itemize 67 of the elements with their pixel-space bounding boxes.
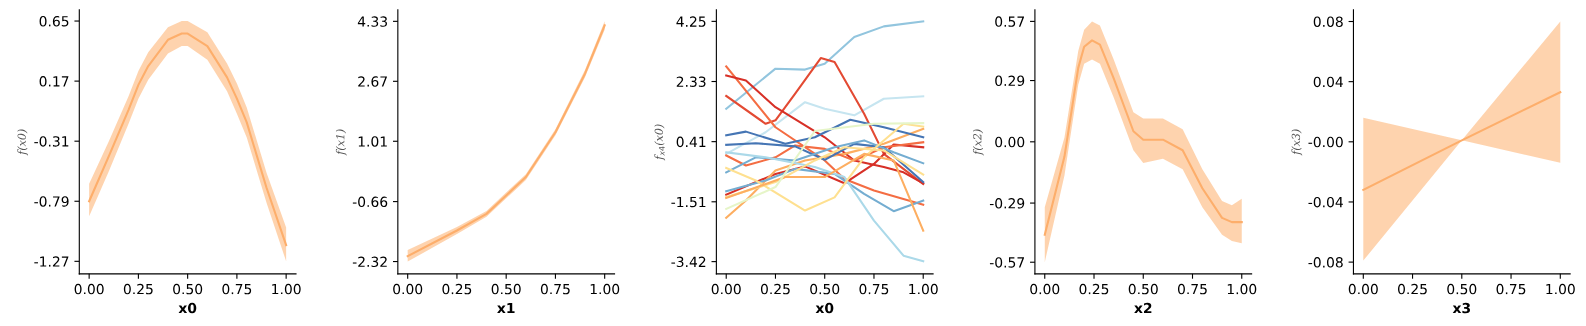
- x-tick-label: 1.00: [1546, 283, 1575, 295]
- x-tick-label: 0.25: [1398, 283, 1427, 295]
- line-series: [1043, 39, 1243, 236]
- line-series: [725, 20, 925, 110]
- y-tick-label: 0.41: [676, 136, 706, 148]
- y-tick-label: -0.08: [1308, 257, 1343, 268]
- line-series: [725, 65, 925, 206]
- y-tick-label: 2.67: [358, 76, 387, 87]
- x-tick-label: 0.50: [1128, 283, 1158, 295]
- x-tick-label: 0.75: [540, 283, 570, 295]
- y-axis-title: f(x3): [1291, 129, 1303, 156]
- x-tick-label: 0.50: [1447, 283, 1477, 295]
- y-axis-title: f(x2): [972, 129, 984, 156]
- y-tick-label: 0.17: [39, 76, 69, 87]
- y-tick-label: -0.57: [989, 257, 1024, 268]
- y-tick-label: 0.65: [39, 16, 69, 27]
- x-tick-label: 0.00: [393, 283, 423, 295]
- y-tick-label: -2.32: [352, 256, 387, 268]
- y-axis-title: f(x0): [17, 129, 29, 156]
- y-tick-label: -3.42: [671, 256, 706, 268]
- y-tick-label: 4.25: [676, 16, 706, 27]
- x-tick-label: 0.50: [810, 283, 840, 295]
- y-tick-label: 4.33: [357, 16, 387, 27]
- y-tick-label: 0.04: [1313, 76, 1343, 88]
- y-tick-label: 1.01: [358, 136, 387, 147]
- x-axis-title: x0: [815, 302, 834, 314]
- y-tick-label: -0.31: [34, 136, 69, 147]
- y-tick-label: -0.04: [1308, 196, 1343, 208]
- x-tick-label: 0.75: [1177, 283, 1207, 295]
- y-tick-label: -0.29: [989, 198, 1025, 209]
- x-tick-label: 1.00: [590, 283, 620, 295]
- x-tick-label: 0.50: [491, 283, 521, 295]
- x-tick-label: 0.00: [74, 283, 104, 295]
- x-tick-label: 0.25: [442, 283, 472, 295]
- x-tick-label: 0.50: [173, 283, 203, 295]
- line-series: [725, 139, 925, 174]
- x-tick-label: 0.25: [123, 283, 153, 295]
- x-tick-label: 0.25: [760, 283, 790, 295]
- x-tick-label: 0.75: [1496, 283, 1526, 295]
- x-tick-label: 0.75: [859, 283, 889, 295]
- y-tick-label: -1.51: [671, 196, 706, 208]
- x-axis-title: x2: [1134, 302, 1152, 314]
- x-tick-label: 0.00: [1030, 283, 1060, 295]
- y-tick-label: 0.57: [995, 16, 1024, 27]
- y-tick-label: 0.08: [1313, 16, 1343, 27]
- y-tick-label: 0.29: [995, 75, 1025, 87]
- y-tick-label: 0.00: [995, 136, 1025, 148]
- x-tick-label: 0.75: [222, 283, 252, 295]
- y-tick-label: 2.33: [676, 76, 706, 87]
- x-tick-label: 0.25: [1079, 283, 1109, 295]
- x-tick-label: 1.00: [909, 283, 938, 295]
- y-axis-title: f$_{x4}$(x0): [654, 124, 666, 161]
- line-series: [725, 167, 925, 213]
- x-axis-title: x0: [178, 302, 197, 314]
- line-series: [725, 95, 925, 155]
- x-axis-title: x3: [1452, 302, 1470, 314]
- line-series: [725, 151, 925, 263]
- x-tick-label: 1.00: [1227, 283, 1257, 295]
- x-axis-title: x1: [497, 302, 515, 314]
- y-tick-label: -0.79: [34, 196, 69, 207]
- y-tick-label: -0.66: [352, 196, 388, 208]
- x-tick-label: 1.00: [272, 283, 301, 295]
- x-tick-label: 0.00: [1348, 283, 1378, 295]
- x-tick-label: 0.00: [711, 283, 741, 295]
- y-axis-title: f(x1): [335, 129, 347, 156]
- y-tick-label: -1.27: [34, 256, 69, 267]
- y-tick-label: -0.00: [1308, 136, 1343, 148]
